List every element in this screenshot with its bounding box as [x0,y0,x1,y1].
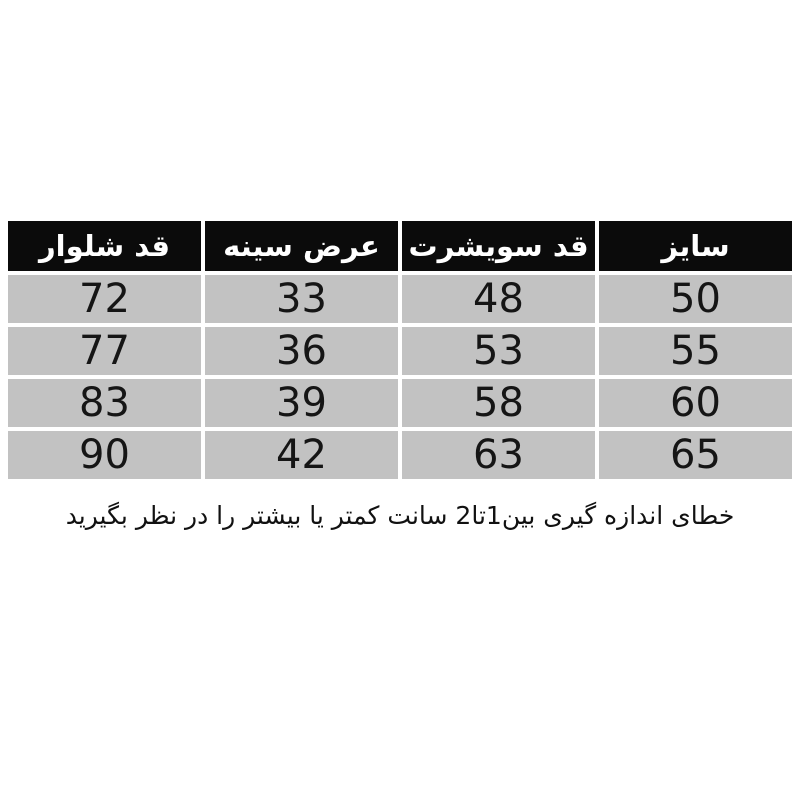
size-chart-table: سایز قد سویشرت عرض سینه قد شلوار 50 48 3… [4,217,796,483]
column-header-size: سایز [599,221,792,271]
table-row: 50 48 33 72 [8,275,792,323]
column-header-sweatshirt-length: قد سویشرت [402,221,595,271]
table-cell-sweatshirt-length: 63 [402,431,595,479]
table-cell-pants-length: 77 [8,327,201,375]
table-cell-chest-width: 36 [205,327,398,375]
table-cell-sweatshirt-length: 53 [402,327,595,375]
table-cell-chest-width: 39 [205,379,398,427]
table-cell-sweatshirt-length: 48 [402,275,595,323]
table-cell-chest-width: 33 [205,275,398,323]
table-cell-size: 55 [599,327,792,375]
table-row: 60 58 39 83 [8,379,792,427]
table-cell-chest-width: 42 [205,431,398,479]
table-cell-pants-length: 83 [8,379,201,427]
size-chart-header-row: سایز قد سویشرت عرض سینه قد شلوار [8,221,792,271]
column-header-pants-length: قد شلوار [8,221,201,271]
table-cell-size: 60 [599,379,792,427]
table-cell-pants-length: 90 [8,431,201,479]
table-row: 65 63 42 90 [8,431,792,479]
table-row: 55 53 36 77 [8,327,792,375]
table-cell-size: 50 [599,275,792,323]
table-cell-sweatshirt-length: 58 [402,379,595,427]
measurement-tolerance-note: خطای اندازه گیری بین1تا2 سانت کمتر یا بی… [65,501,735,530]
column-header-chest-width: عرض سینه [205,221,398,271]
table-cell-pants-length: 72 [8,275,201,323]
table-cell-size: 65 [599,431,792,479]
